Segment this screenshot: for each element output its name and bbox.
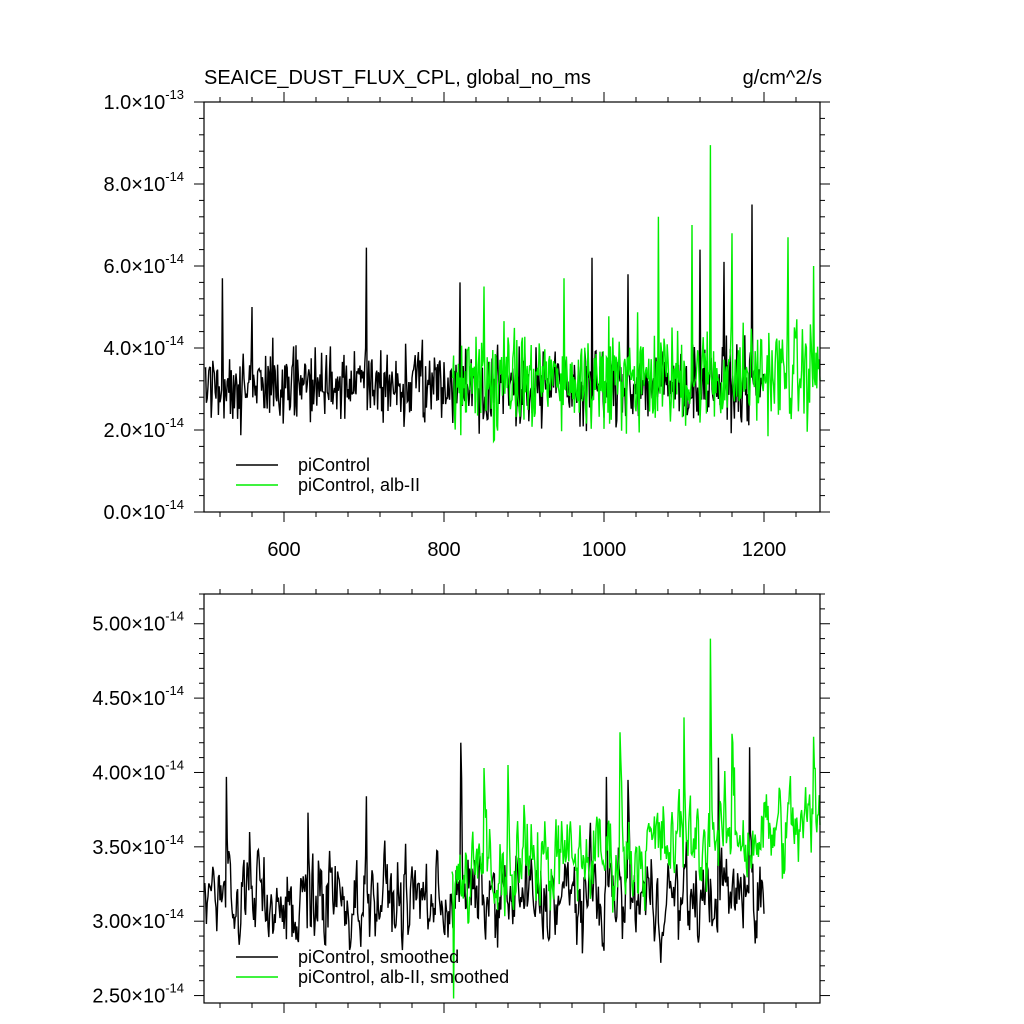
- legend-label: piControl, alb-II: [298, 475, 420, 495]
- series-line-picontrol-alb-ii-smoothed: [451, 638, 821, 999]
- x-tick-label: 1000: [582, 539, 627, 561]
- y-tick-label: 6.0×10-14: [103, 251, 184, 278]
- plot-frame: [203, 101, 821, 513]
- y-tick-label: 4.00×10-14: [92, 757, 184, 784]
- bottom-panel: 2.50×10-14 3.00×10-14 3.50×10-14 4.00×10-14…: [92, 584, 830, 1013]
- y-tick-label: 8.0×10-14: [103, 169, 184, 196]
- chart-title: SEAICE_DUST_FLUX_CPL, global_no_ms: [204, 67, 591, 89]
- y-tick-label: 4.0×10-14: [103, 333, 184, 360]
- legend-label: piControl, alb-II, smoothed: [298, 967, 509, 987]
- y-tick-label: 4.50×10-14: [92, 683, 184, 710]
- y-tick-label: 3.50×10-14: [92, 832, 184, 859]
- y-tick-label: 2.0×10-14: [103, 415, 184, 442]
- legend-label: piControl: [298, 455, 370, 475]
- series-line-picontrol-alb-ii: [451, 145, 821, 444]
- x-tick-label: 1200: [742, 539, 787, 561]
- y-tick-label: 5.00×10-14: [92, 609, 184, 636]
- legend-label: piControl, smoothed: [298, 947, 459, 967]
- top-panel: 600 800 1000 1200 0.0×10-14 2.0×10-14 4.0×10-1…: [103, 87, 830, 561]
- y-tick-label: 0.0×10-14: [103, 497, 184, 524]
- x-tick-label: 800: [427, 539, 460, 561]
- plot-frame: [203, 593, 821, 1004]
- x-tick-label: 600: [267, 539, 300, 561]
- chart-units: g/cm^2/s: [743, 67, 822, 89]
- y-tick-label: 3.00×10-14: [92, 906, 184, 933]
- y-tick-label: 2.50×10-14: [92, 981, 184, 1008]
- series-line-picontrol-smoothed: [204, 742, 765, 963]
- y-tick-label: 1.0×10-13: [103, 87, 184, 114]
